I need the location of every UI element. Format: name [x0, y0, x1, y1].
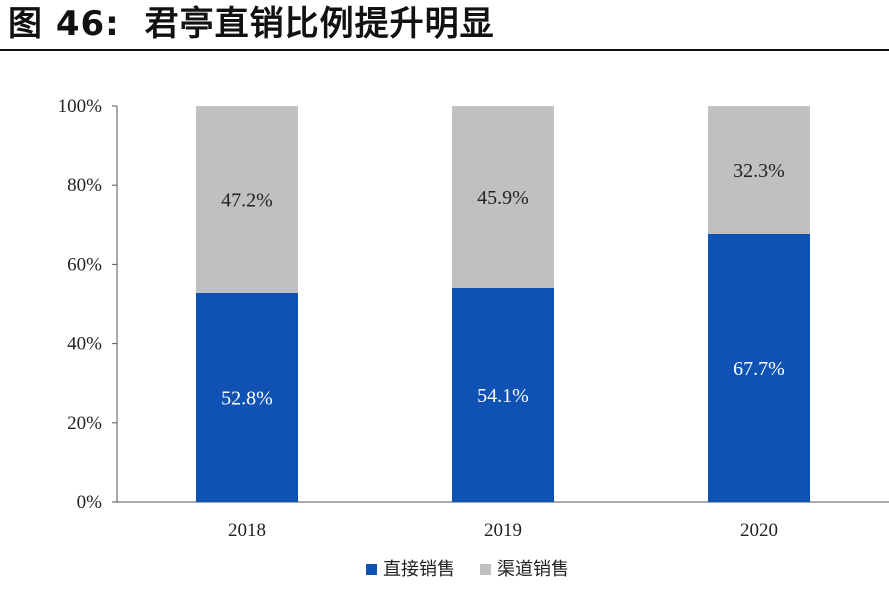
bar-2018-series-0: [196, 292, 298, 502]
data-label-2019-series-0: 54.1%: [477, 385, 529, 407]
legend-swatch-1: [480, 564, 491, 575]
legend-label-1: 渠道销售: [497, 559, 569, 580]
bars: 52.8% 47.2% 54.1% 45.9% 67.7% 32.3%: [196, 106, 810, 502]
x-tick-label-2018: 2018: [228, 520, 266, 541]
data-label-2019-series-1: 45.9%: [477, 187, 529, 209]
data-label-2018-series-0: 52.8%: [221, 387, 273, 409]
y-tick-label: 80%: [67, 175, 102, 196]
bar-2019-series-0: [452, 287, 554, 502]
y-tick-label: 40%: [67, 334, 102, 355]
bar-2019-series-1: [452, 106, 554, 288]
bar-2018-series-1: [196, 106, 298, 293]
bar-2020-series-0: [708, 233, 810, 502]
bar-2020-series-1: [708, 106, 810, 234]
y-tick-label: 0%: [77, 492, 103, 513]
figure-number: 46:: [55, 4, 120, 44]
data-label-2020-series-1: 32.3%: [733, 160, 785, 182]
data-label-2020-series-0: 67.7%: [733, 358, 785, 380]
y-tick-label: 100%: [58, 96, 103, 117]
y-axis: 0% 20% 40% 60% 80% 100%: [58, 96, 118, 513]
figure-caption: 君亭直销比例提升明显: [144, 4, 495, 44]
x-axis: 2018 2019 2020: [117, 501, 889, 541]
legend: 直接销售 渠道销售: [366, 559, 569, 580]
title-rule: [0, 49, 889, 51]
data-label-2018-series-1: 47.2%: [221, 189, 273, 211]
figure-label: 图: [8, 4, 43, 44]
x-tick-label-2020: 2020: [740, 520, 778, 541]
figure-title: 图 46: 君亭直销比例提升明显: [8, 4, 495, 44]
legend-label-0: 直接销售: [383, 559, 455, 580]
y-tick-label: 20%: [67, 413, 102, 434]
legend-swatch-0: [366, 564, 377, 575]
x-tick-label-2019: 2019: [484, 520, 522, 541]
y-tick-label: 60%: [67, 254, 102, 275]
